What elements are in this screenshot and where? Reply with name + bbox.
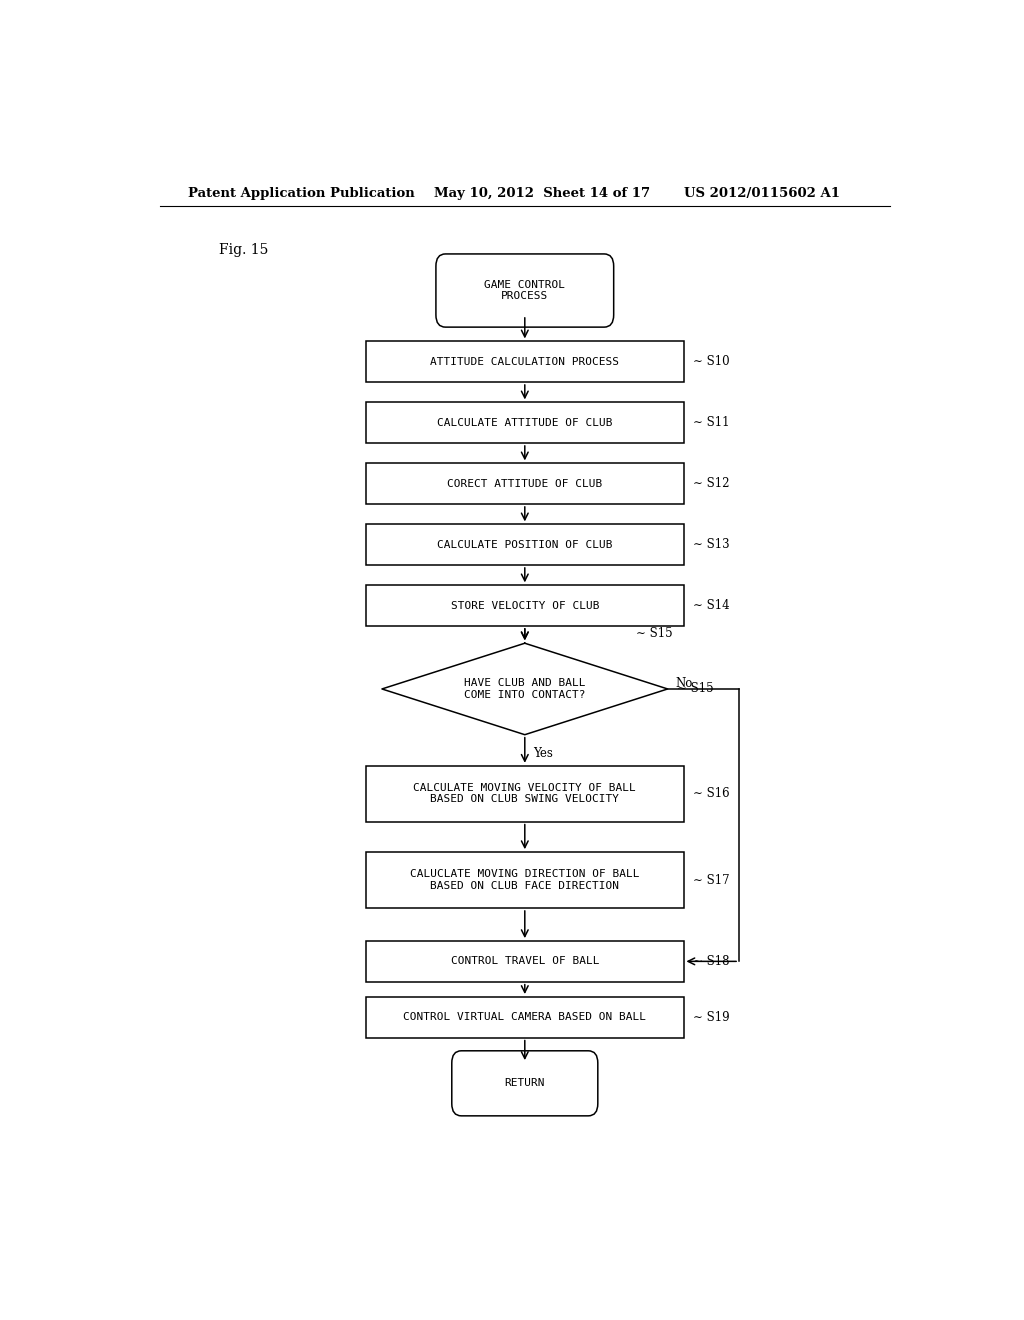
Text: HAVE CLUB AND BALL
COME INTO CONTACT?: HAVE CLUB AND BALL COME INTO CONTACT?: [464, 678, 586, 700]
Text: ∼ S11: ∼ S11: [693, 416, 729, 429]
Bar: [367, 997, 684, 1038]
Text: Yes: Yes: [532, 747, 553, 760]
Text: CORECT ATTITUDE OF CLUB: CORECT ATTITUDE OF CLUB: [447, 479, 602, 488]
Bar: [367, 342, 684, 381]
Text: CALCULATE ATTITUDE OF CLUB: CALCULATE ATTITUDE OF CLUB: [437, 417, 612, 428]
Text: Patent Application Publication: Patent Application Publication: [187, 187, 415, 201]
Text: Fig. 15: Fig. 15: [219, 243, 268, 257]
Bar: [367, 853, 684, 908]
Text: CONTROL TRAVEL OF BALL: CONTROL TRAVEL OF BALL: [451, 957, 599, 966]
Text: ∼ S14: ∼ S14: [693, 599, 730, 612]
Text: ∼ S15: ∼ S15: [677, 682, 714, 696]
Text: No: No: [676, 677, 693, 690]
Text: ∼ S19: ∼ S19: [693, 1011, 730, 1024]
Text: May 10, 2012  Sheet 14 of 17: May 10, 2012 Sheet 14 of 17: [433, 187, 649, 201]
Text: ∼ S13: ∼ S13: [693, 539, 730, 552]
Bar: [367, 766, 684, 821]
Text: ∼ S16: ∼ S16: [693, 787, 730, 800]
Text: ∼ S17: ∼ S17: [693, 874, 730, 887]
Text: ATTITUDE CALCULATION PROCESS: ATTITUDE CALCULATION PROCESS: [430, 356, 620, 367]
Text: CONTROL VIRTUAL CAMERA BASED ON BALL: CONTROL VIRTUAL CAMERA BASED ON BALL: [403, 1012, 646, 1022]
Text: ∼ S10: ∼ S10: [693, 355, 730, 368]
Text: ∼ S18: ∼ S18: [693, 954, 729, 968]
Text: ∼ S15: ∼ S15: [636, 627, 673, 640]
Text: CALCULATE POSITION OF CLUB: CALCULATE POSITION OF CLUB: [437, 540, 612, 549]
FancyBboxPatch shape: [452, 1051, 598, 1115]
Bar: [367, 941, 684, 982]
Text: CALUCLATE MOVING DIRECTION OF BALL
BASED ON CLUB FACE DIRECTION: CALUCLATE MOVING DIRECTION OF BALL BASED…: [410, 870, 640, 891]
Bar: [367, 524, 684, 565]
Text: US 2012/0115602 A1: US 2012/0115602 A1: [684, 187, 840, 201]
Bar: [367, 463, 684, 504]
Text: GAME CONTROL
PROCESS: GAME CONTROL PROCESS: [484, 280, 565, 301]
Text: STORE VELOCITY OF CLUB: STORE VELOCITY OF CLUB: [451, 601, 599, 611]
Bar: [367, 403, 684, 444]
Text: ∼ S12: ∼ S12: [693, 477, 729, 490]
Text: RETURN: RETURN: [505, 1078, 545, 1088]
Polygon shape: [382, 643, 668, 735]
FancyBboxPatch shape: [436, 253, 613, 327]
Bar: [367, 585, 684, 626]
Text: CALCULATE MOVING VELOCITY OF BALL
BASED ON CLUB SWING VELOCITY: CALCULATE MOVING VELOCITY OF BALL BASED …: [414, 783, 636, 804]
